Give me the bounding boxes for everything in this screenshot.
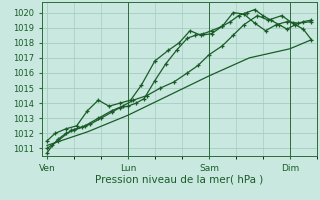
X-axis label: Pression niveau de la mer( hPa ): Pression niveau de la mer( hPa )	[95, 174, 263, 184]
